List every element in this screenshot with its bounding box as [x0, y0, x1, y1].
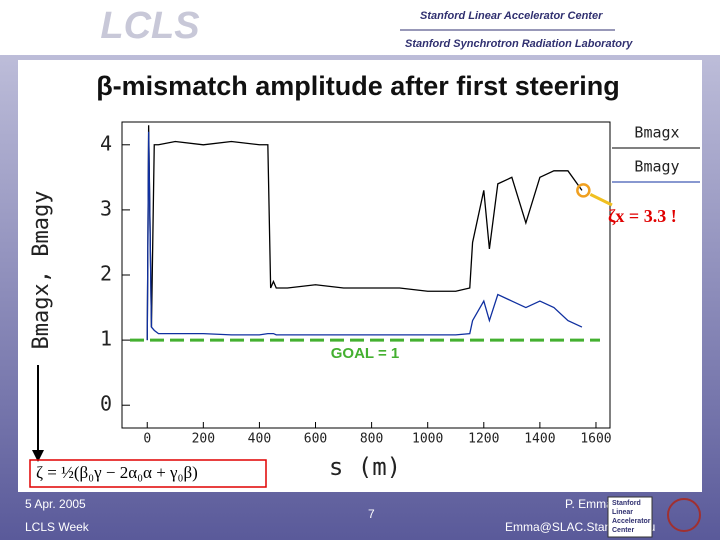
logo: LCLS: [100, 5, 199, 47]
x-tick-label: 800: [360, 432, 383, 447]
x-tick-label: 1200: [468, 432, 499, 447]
x-tick-label: 1400: [524, 432, 555, 447]
formula: ζ = ½(β₀γ − 2α₀α + γ₀β): [36, 463, 198, 482]
x-tick-label: 600: [304, 432, 327, 447]
x-tick-label: 0: [143, 432, 151, 447]
logo-line: Center: [612, 527, 634, 534]
footer-event: LCLS Week: [25, 520, 90, 534]
logo-line: Linear: [612, 509, 633, 516]
page-number: 7: [368, 507, 375, 521]
x-axis-label: s (m): [329, 453, 401, 481]
y-tick-label: 0: [100, 392, 112, 416]
logo-line: Accelerator: [612, 518, 651, 525]
y-tick-label: 2: [100, 262, 112, 286]
annotation-arrow: [589, 193, 613, 207]
org: Stanford Linear Accelerator Center: [420, 10, 603, 22]
y-tick-label: 1: [100, 327, 112, 351]
y-axis-label: Bmagx, Bmagy: [29, 191, 54, 350]
annotation-text: ζx = 3.3 !: [608, 206, 677, 226]
slide-title: β-mismatch amplitude after first steerin…: [96, 71, 620, 101]
x-tick-label: 1600: [580, 432, 611, 447]
x-tick-label: 1000: [412, 432, 443, 447]
chart: 0 1 2 3 4 0 200 400 600 800 1000 1200 1400 1600 s (m) B…: [29, 121, 700, 488]
series-line: [146, 125, 583, 341]
footer-logo: [607, 496, 653, 538]
legend-label: Bmagy: [634, 158, 679, 176]
x-tick-label: 400: [248, 432, 271, 447]
annotation-marker: [576, 183, 591, 198]
logo-icon: [667, 498, 701, 532]
org: Stanford Synchrotron Radiation Laborator…: [405, 38, 633, 50]
goal-label: GOAL = 1: [331, 345, 400, 362]
logo-line: Stanford: [612, 500, 641, 507]
content-panel: [18, 60, 702, 492]
legend-label: Bmagx: [634, 124, 679, 142]
y-tick-label: 3: [100, 196, 112, 220]
series-line: [146, 131, 583, 341]
footer-date: 5 Apr. 2005: [25, 497, 86, 511]
y-tick-label: 4: [100, 131, 112, 155]
x-tick-label: 200: [192, 432, 215, 447]
header-band: [0, 0, 720, 55]
author: P. Emma: [565, 497, 613, 511]
formula-box: [29, 459, 267, 488]
arrow-head: [32, 450, 44, 462]
